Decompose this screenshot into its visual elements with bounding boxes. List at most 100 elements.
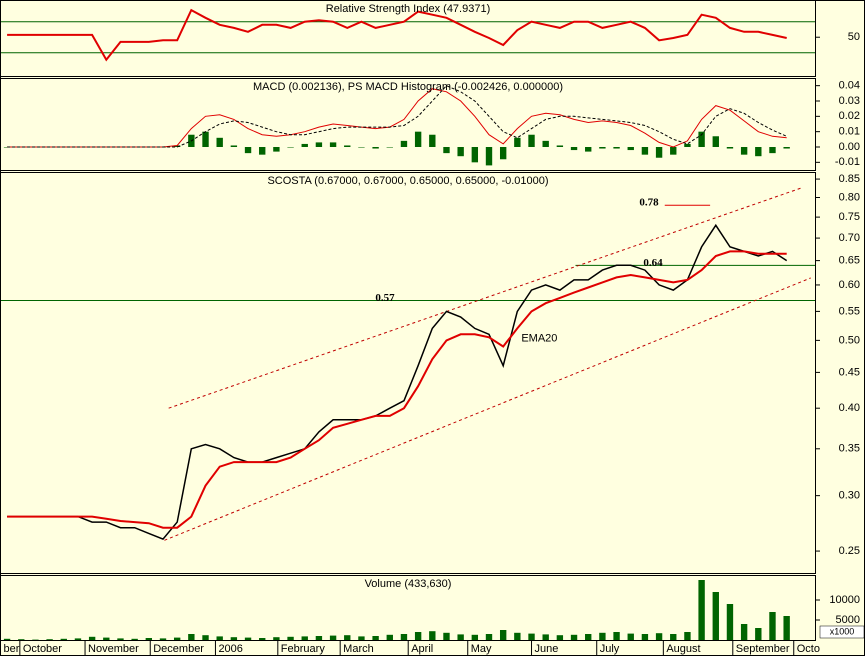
h-line-label: 0.78 — [639, 197, 659, 209]
bar — [358, 147, 365, 148]
bar — [542, 140, 549, 147]
bar — [400, 634, 408, 640]
bar — [655, 633, 663, 640]
x-tick-label: July — [600, 643, 620, 655]
y-tick-label: 0.45 — [839, 366, 860, 378]
bar — [457, 634, 464, 640]
x-tick-label: Octo — [797, 643, 820, 655]
bar — [627, 633, 634, 640]
bar — [74, 638, 82, 640]
bar — [570, 147, 578, 151]
bar — [499, 147, 507, 160]
h-line-label: 0.57 — [375, 292, 395, 304]
bar — [329, 635, 337, 640]
bar — [188, 634, 195, 640]
y-tick-label: 0.80 — [839, 191, 860, 203]
x-tick-label: April — [411, 643, 433, 655]
bar — [273, 637, 280, 640]
bar — [60, 638, 67, 640]
series-line — [7, 8, 787, 62]
x-tick-label: March — [343, 643, 374, 655]
h-line-label: 0.64 — [643, 257, 663, 269]
bar — [471, 147, 479, 163]
bar — [244, 147, 252, 154]
bar — [301, 143, 308, 147]
y-tick-label: 0.35 — [839, 443, 860, 455]
bar — [641, 634, 649, 640]
bar — [315, 636, 323, 640]
bar — [599, 632, 606, 640]
bar — [117, 638, 124, 640]
y-tick-label: 0.40 — [839, 402, 860, 414]
bar — [301, 636, 308, 640]
y-tick-label: 0.60 — [839, 279, 860, 291]
bar — [244, 637, 252, 640]
y-tick-label: 0.85 — [839, 173, 860, 185]
bar — [202, 131, 209, 147]
y-tick-label: 0.55 — [839, 305, 860, 317]
y-tick-label: 0.50 — [839, 334, 860, 346]
bar — [726, 147, 734, 149]
bar — [414, 632, 422, 640]
x-tick-label: May — [471, 643, 492, 655]
bar — [414, 131, 422, 147]
bar — [712, 592, 719, 640]
y-tick-label: 0.04 — [839, 80, 860, 92]
bar — [443, 632, 450, 640]
bar — [755, 628, 762, 640]
x-tick-label: 2006 — [218, 643, 242, 655]
bar — [173, 145, 181, 147]
y-tick-label: 0.00 — [839, 141, 860, 153]
y-tick-label: 0.01 — [839, 126, 860, 138]
y-tick-label: -0.01 — [835, 156, 860, 168]
x-tick-label: November — [88, 643, 139, 655]
bar — [429, 134, 436, 147]
bar — [499, 630, 507, 640]
bar — [698, 580, 705, 640]
x-tick-label: ber — [4, 643, 20, 655]
bar — [670, 147, 677, 155]
bar — [783, 147, 790, 149]
bar — [443, 147, 450, 154]
bar — [400, 140, 408, 147]
bar — [613, 632, 620, 640]
bar — [159, 638, 167, 640]
y-tick-label: 0.70 — [839, 232, 860, 244]
bar — [755, 147, 762, 157]
bar — [3, 638, 11, 640]
x-tick-label: August — [666, 643, 700, 655]
x-tick-label: June — [535, 643, 559, 655]
x-tick-label: December — [153, 643, 204, 655]
bar — [88, 636, 96, 640]
bar — [542, 634, 549, 640]
bar — [372, 636, 379, 640]
bar — [556, 635, 564, 640]
y-tick-label: 50 — [848, 31, 860, 43]
bar — [684, 632, 691, 640]
x-tick-label: October — [23, 643, 62, 655]
bar — [740, 147, 748, 155]
bar — [287, 147, 294, 148]
bar — [344, 145, 351, 147]
bar — [202, 635, 209, 640]
bar — [329, 142, 337, 147]
bar — [655, 147, 663, 158]
bar — [712, 136, 719, 147]
series-line — [7, 223, 788, 540]
bar — [485, 634, 493, 640]
bar — [528, 134, 535, 147]
bar — [627, 147, 634, 151]
y-tick-label: 10000 — [829, 594, 860, 606]
y-unit: x1000 — [830, 626, 855, 636]
bar — [783, 616, 790, 640]
bar — [230, 145, 238, 147]
panel-title: MACD (0.002136), PS MACD Histogram (-0.0… — [253, 81, 563, 93]
bar — [131, 638, 138, 640]
bar — [726, 604, 734, 640]
bar — [585, 147, 592, 152]
bar — [287, 636, 294, 640]
bar — [485, 147, 493, 166]
x-tick-label: September — [736, 643, 790, 655]
bar — [698, 131, 705, 147]
